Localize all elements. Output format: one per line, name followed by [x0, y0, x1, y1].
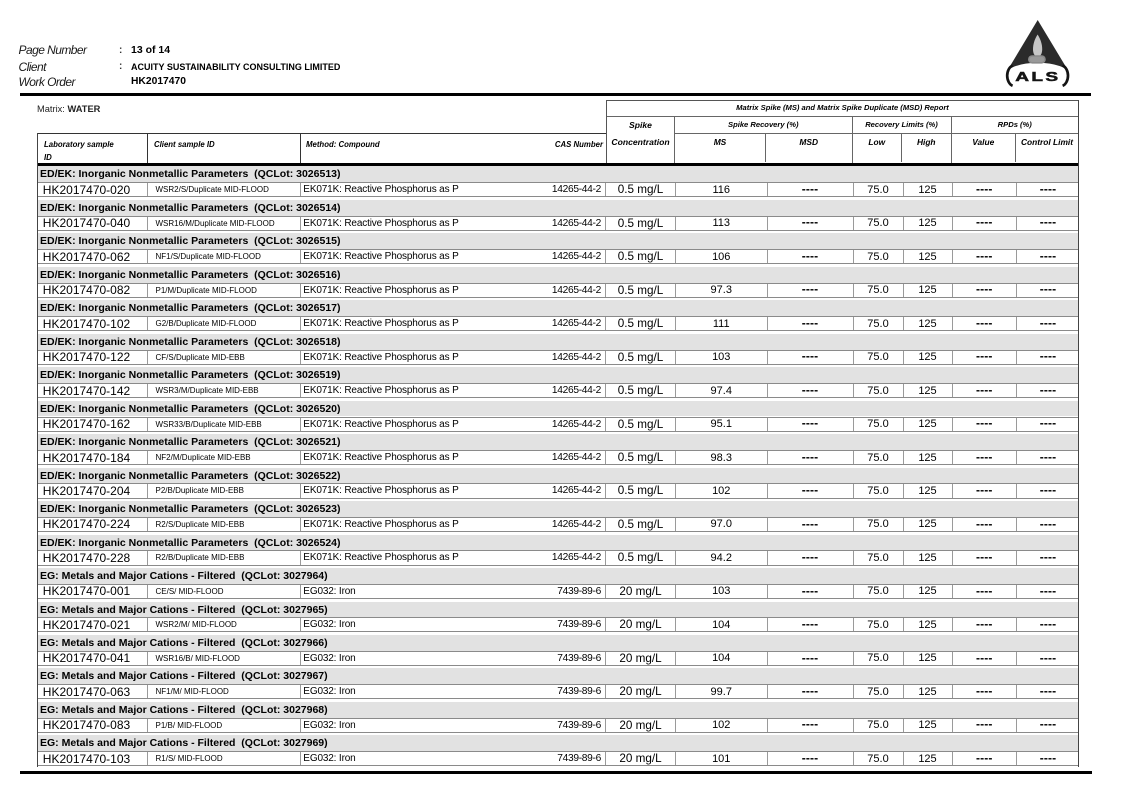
svg-text:ALS: ALS [1015, 70, 1060, 85]
